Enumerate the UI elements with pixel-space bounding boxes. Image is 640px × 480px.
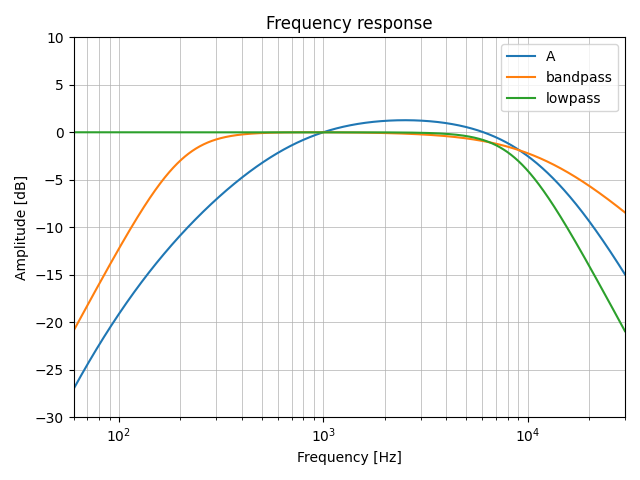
A	[281, 146, 289, 152]
bandpass	[621, 210, 629, 216]
lowpass	[305, 130, 313, 135]
A	[401, 117, 409, 123]
Title: Frequency response: Frequency response	[266, 15, 433, 33]
bandpass	[165, 169, 173, 175]
bandpass	[305, 130, 313, 135]
Line: bandpass: bandpass	[74, 132, 625, 331]
bandpass	[70, 328, 77, 334]
Legend: A, bandpass, lowpass: A, bandpass, lowpass	[501, 44, 618, 111]
A	[305, 134, 313, 140]
A	[611, 255, 618, 261]
bandpass	[308, 130, 316, 135]
lowpass	[132, 130, 140, 135]
lowpass	[165, 130, 173, 135]
A	[132, 286, 140, 292]
A	[551, 177, 559, 183]
lowpass	[611, 308, 618, 314]
A	[165, 245, 173, 251]
lowpass	[70, 130, 77, 135]
lowpass	[621, 328, 629, 334]
lowpass	[281, 130, 289, 135]
bandpass	[551, 162, 559, 168]
bandpass	[281, 130, 289, 135]
Line: A: A	[74, 120, 625, 389]
Line: lowpass: lowpass	[74, 132, 625, 331]
A	[70, 386, 77, 392]
X-axis label: Frequency [Hz]: Frequency [Hz]	[297, 451, 402, 465]
bandpass	[132, 216, 140, 222]
lowpass	[551, 204, 559, 210]
bandpass	[611, 201, 618, 207]
Y-axis label: Amplitude [dB]: Amplitude [dB]	[15, 175, 29, 280]
A	[621, 272, 629, 277]
